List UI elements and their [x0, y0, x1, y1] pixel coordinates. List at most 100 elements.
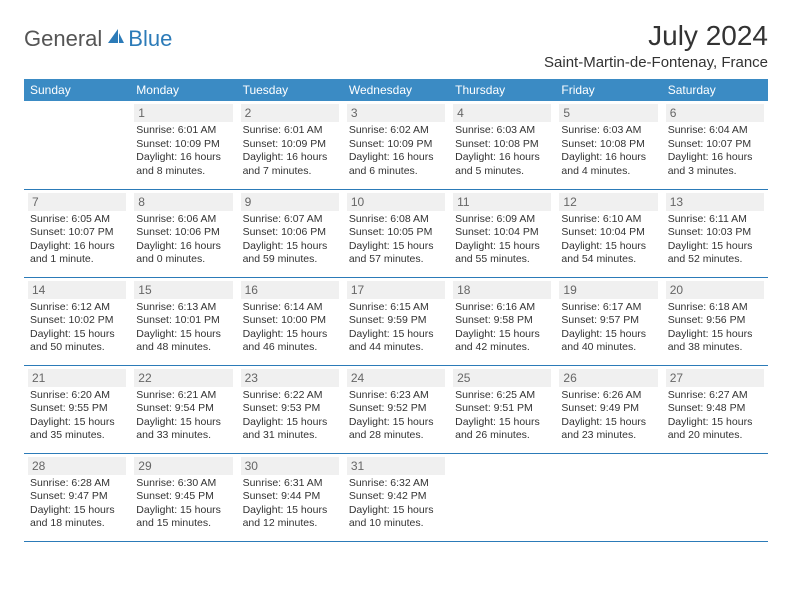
- calendar-week-row: 7 Sunrise: 6:05 AMSunset: 10:07 PMDayligh…: [24, 189, 768, 277]
- day-details: Sunrise: 6:01 AMSunset: 10:09 PMDaylight…: [134, 124, 232, 179]
- day-details: Sunrise: 6:22 AMSunset: 9:53 PMDaylight:…: [241, 389, 339, 444]
- day-number: 7: [28, 193, 126, 211]
- day-number: 9: [241, 193, 339, 211]
- calendar-day-cell: 24Sunrise: 6:23 AMSunset: 9:52 PMDayligh…: [343, 365, 449, 453]
- calendar-day-cell: 11Sunrise: 6:09 AMSunset: 10:04 PMDaylig…: [449, 189, 555, 277]
- day-number: 15: [134, 281, 232, 299]
- weekday-header: Sunday: [24, 79, 130, 101]
- day-number: 20: [666, 281, 764, 299]
- day-number: 14: [28, 281, 126, 299]
- day-number: 1: [134, 104, 232, 122]
- day-number: 26: [559, 369, 657, 387]
- day-details: Sunrise: 6:14 AMSunset: 10:00 PMDaylight…: [241, 301, 339, 356]
- day-details: Sunrise: 6:11 AMSunset: 10:03 PMDaylight…: [666, 213, 764, 268]
- day-details: Sunrise: 6:03 AMSunset: 10:08 PMDaylight…: [453, 124, 551, 179]
- day-details: Sunrise: 6:32 AMSunset: 9:42 PMDaylight:…: [347, 477, 445, 532]
- weekday-header-row: SundayMondayTuesdayWednesdayThursdayFrid…: [24, 79, 768, 101]
- calendar-day-cell: 28Sunrise: 6:28 AMSunset: 9:47 PMDayligh…: [24, 453, 130, 541]
- weekday-header: Tuesday: [237, 79, 343, 101]
- day-details: Sunrise: 6:07 AMSunset: 10:06 PMDaylight…: [241, 213, 339, 268]
- calendar-table: SundayMondayTuesdayWednesdayThursdayFrid…: [24, 79, 768, 542]
- logo-sail-icon: [106, 27, 126, 52]
- calendar-day-cell: 26 Sunrise: 6:26 AMSunset: 9:49 PMDayligh…: [555, 365, 661, 453]
- day-details: Sunrise: 6:05 AMSunset: 10:07 PMDaylight…: [28, 213, 126, 268]
- weekday-header: Monday: [130, 79, 236, 101]
- day-details: Sunrise: 6:02 AMSunset: 10:09 PMDaylight…: [347, 124, 445, 179]
- day-number: 13: [666, 193, 764, 211]
- calendar-day-cell: 19 Sunrise: 6:17 AMSunset: 9:57 PMDayligh…: [555, 277, 661, 365]
- weekday-header: Saturday: [662, 79, 768, 101]
- calendar-day-cell: 17 Sunrise: 6:15 AMSunset: 9:59 PMDayligh…: [343, 277, 449, 365]
- logo-text-2: Blue: [128, 26, 172, 52]
- calendar-week-row: 21 Sunrise: 6:20 AMSunset: 9:55 PMDayligh…: [24, 365, 768, 453]
- day-details: Sunrise: 6:12 AMSunset: 10:02 PMDaylight…: [28, 301, 126, 356]
- day-number: 2: [241, 104, 339, 122]
- day-number: 29: [134, 457, 232, 475]
- day-number: 23: [241, 369, 339, 387]
- day-details: Sunrise: 6:25 AMSunset: 9:51 PMDaylight:…: [453, 389, 551, 444]
- calendar-day-cell: 7 Sunrise: 6:05 AMSunset: 10:07 PMDayligh…: [24, 189, 130, 277]
- day-details: Sunrise: 6:18 AMSunset: 9:56 PMDaylight:…: [666, 301, 764, 356]
- calendar-day-cell: 30 Sunrise: 6:31 AMSunset: 9:44 PMDayligh…: [237, 453, 343, 541]
- calendar-empty-cell: [662, 453, 768, 541]
- day-details: Sunrise: 6:31 AMSunset: 9:44 PMDaylight:…: [241, 477, 339, 532]
- day-number: 18: [453, 281, 551, 299]
- day-number: 25: [453, 369, 551, 387]
- calendar-day-cell: 1 Sunrise: 6:01 AMSunset: 10:09 PMDayligh…: [130, 101, 236, 189]
- day-details: Sunrise: 6:10 AMSunset: 10:04 PMDaylight…: [559, 213, 657, 268]
- day-number: 17: [347, 281, 445, 299]
- day-details: Sunrise: 6:04 AMSunset: 10:07 PMDaylight…: [666, 124, 764, 179]
- day-details: Sunrise: 6:06 AMSunset: 10:06 PMDaylight…: [134, 213, 232, 268]
- calendar-day-cell: 16 Sunrise: 6:14 AMSunset: 10:00 PMDaylig…: [237, 277, 343, 365]
- day-number: 11: [453, 193, 551, 211]
- day-number: 30: [241, 457, 339, 475]
- day-details: Sunrise: 6:27 AMSunset: 9:48 PMDaylight:…: [666, 389, 764, 444]
- calendar-week-row: 28Sunrise: 6:28 AMSunset: 9:47 PMDayligh…: [24, 453, 768, 541]
- calendar-day-cell: 12 Sunrise: 6:10 AMSunset: 10:04 PMDaylig…: [555, 189, 661, 277]
- day-details: Sunrise: 6:20 AMSunset: 9:55 PMDaylight:…: [28, 389, 126, 444]
- day-details: Sunrise: 6:17 AMSunset: 9:57 PMDaylight:…: [559, 301, 657, 356]
- day-number: 31: [347, 457, 445, 475]
- day-number: 5: [559, 104, 657, 122]
- day-number: 3: [347, 104, 445, 122]
- calendar-body: 1 Sunrise: 6:01 AMSunset: 10:09 PMDayligh…: [24, 101, 768, 541]
- weekday-header: Wednesday: [343, 79, 449, 101]
- day-number: 19: [559, 281, 657, 299]
- day-details: Sunrise: 6:28 AMSunset: 9:47 PMDaylight:…: [28, 477, 126, 532]
- calendar-day-cell: 8Sunrise: 6:06 AMSunset: 10:06 PMDayligh…: [130, 189, 236, 277]
- calendar-day-cell: 25 Sunrise: 6:25 AMSunset: 9:51 PMDayligh…: [449, 365, 555, 453]
- day-number: 12: [559, 193, 657, 211]
- day-number: 4: [453, 104, 551, 122]
- calendar-day-cell: 3 Sunrise: 6:02 AMSunset: 10:09 PMDayligh…: [343, 101, 449, 189]
- day-details: Sunrise: 6:30 AMSunset: 9:45 PMDaylight:…: [134, 477, 232, 532]
- day-details: Sunrise: 6:03 AMSunset: 10:08 PMDaylight…: [559, 124, 657, 179]
- day-details: Sunrise: 6:15 AMSunset: 9:59 PMDaylight:…: [347, 301, 445, 356]
- calendar-day-cell: 2Sunrise: 6:01 AMSunset: 10:09 PMDayligh…: [237, 101, 343, 189]
- calendar-day-cell: 27 Sunrise: 6:27 AMSunset: 9:48 PMDayligh…: [662, 365, 768, 453]
- day-number: 16: [241, 281, 339, 299]
- calendar-day-cell: 18 Sunrise: 6:16 AMSunset: 9:58 PMDayligh…: [449, 277, 555, 365]
- logo-text-1: General: [24, 26, 102, 52]
- calendar-empty-cell: [449, 453, 555, 541]
- calendar-day-cell: 6Sunrise: 6:04 AMSunset: 10:07 PMDayligh…: [662, 101, 768, 189]
- calendar-day-cell: 9 Sunrise: 6:07 AMSunset: 10:06 PMDayligh…: [237, 189, 343, 277]
- day-details: Sunrise: 6:26 AMSunset: 9:49 PMDaylight:…: [559, 389, 657, 444]
- day-number: 27: [666, 369, 764, 387]
- calendar-empty-cell: [24, 101, 130, 189]
- weekday-header: Thursday: [449, 79, 555, 101]
- day-number: 21: [28, 369, 126, 387]
- calendar-day-cell: 15Sunrise: 6:13 AMSunset: 10:01 PMDaylig…: [130, 277, 236, 365]
- calendar-day-cell: 14 Sunrise: 6:12 AMSunset: 10:02 PMDaylig…: [24, 277, 130, 365]
- day-number: 24: [347, 369, 445, 387]
- calendar-day-cell: 21 Sunrise: 6:20 AMSunset: 9:55 PMDayligh…: [24, 365, 130, 453]
- day-details: Sunrise: 6:08 AMSunset: 10:05 PMDaylight…: [347, 213, 445, 268]
- day-details: Sunrise: 6:16 AMSunset: 9:58 PMDaylight:…: [453, 301, 551, 356]
- calendar-day-cell: 29 Sunrise: 6:30 AMSunset: 9:45 PMDayligh…: [130, 453, 236, 541]
- logo: General Blue: [24, 26, 172, 52]
- header: General Blue July 2024 Saint-Martin-de-F…: [24, 20, 768, 71]
- title-block: July 2024 Saint-Martin-de-Fontenay, Fran…: [544, 20, 768, 71]
- calendar-day-cell: 23 Sunrise: 6:22 AMSunset: 9:53 PMDayligh…: [237, 365, 343, 453]
- calendar-day-cell: 13 Sunrise: 6:11 AMSunset: 10:03 PMDaylig…: [662, 189, 768, 277]
- calendar-day-cell: 10Sunrise: 6:08 AMSunset: 10:05 PMDaylig…: [343, 189, 449, 277]
- month-title: July 2024: [544, 20, 768, 52]
